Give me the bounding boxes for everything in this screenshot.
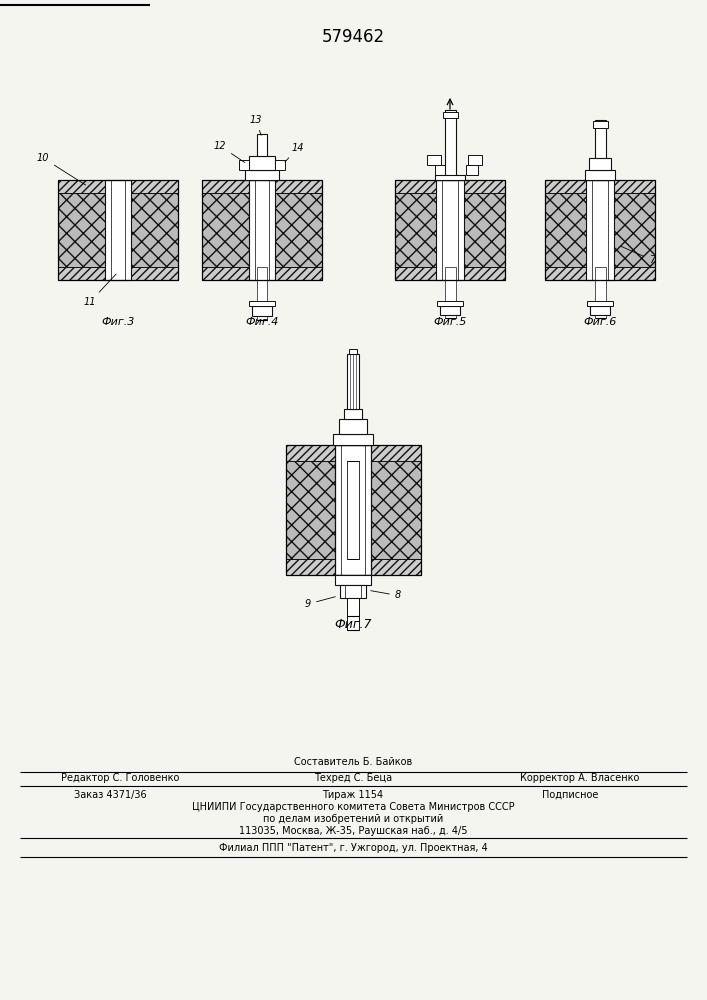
Bar [347, 575, 359, 630]
Bar [589, 158, 611, 170]
Bar [443, 112, 457, 118]
Text: 7: 7 [621, 246, 655, 265]
Bar [257, 267, 267, 320]
Bar [105, 180, 131, 280]
Bar [592, 121, 607, 128]
Bar [249, 301, 275, 306]
Text: 13: 13 [250, 115, 262, 135]
Bar [249, 180, 275, 280]
Text: 8: 8 [370, 590, 401, 600]
Text: Подписное: Подписное [542, 790, 598, 800]
Bar [347, 598, 359, 616]
Text: Фиг.7: Фиг.7 [334, 617, 372, 631]
Text: Техред С. Беца: Техред С. Беца [314, 773, 392, 783]
Text: Филиал ППП "Патент", г. Ужгород, ул. Проектная, 4: Филиал ППП "Патент", г. Ужгород, ул. Про… [218, 843, 487, 853]
Bar [249, 156, 275, 170]
Bar [252, 306, 272, 316]
Bar [245, 170, 279, 180]
Bar [58, 267, 178, 280]
Bar [545, 180, 655, 193]
Bar [286, 559, 421, 575]
Bar [202, 180, 322, 193]
Bar [58, 193, 178, 267]
Bar [347, 354, 359, 409]
Text: 14: 14 [285, 143, 304, 162]
Bar [333, 434, 373, 445]
Bar [545, 267, 655, 280]
Bar [445, 267, 455, 318]
Text: Редактор С. Головенко: Редактор С. Головенко [61, 773, 179, 783]
Bar [286, 461, 421, 559]
Bar [435, 175, 465, 180]
Bar [346, 461, 359, 559]
Bar [58, 180, 178, 193]
Bar [257, 134, 267, 156]
Bar [440, 306, 460, 315]
Text: Фиг.5: Фиг.5 [433, 317, 467, 327]
Bar [585, 170, 615, 180]
Bar [349, 349, 357, 354]
Bar [335, 445, 371, 575]
Text: 10: 10 [37, 153, 86, 185]
Bar [344, 409, 362, 419]
Bar [395, 267, 505, 280]
Text: Тираж 1154: Тираж 1154 [322, 790, 384, 800]
Text: Заказ 4371/36: Заказ 4371/36 [74, 790, 146, 800]
Text: 579462: 579462 [322, 28, 385, 46]
Text: по делам изобретений и открытий: по делам изобретений и открытий [263, 814, 443, 824]
Text: 113035, Москва, Ж-35, Раушская наб., д. 4/5: 113035, Москва, Ж-35, Раушская наб., д. … [239, 826, 467, 836]
Text: Составитель Б. Байков: Составитель Б. Байков [294, 757, 412, 767]
Bar [395, 180, 505, 193]
Bar [466, 165, 478, 175]
Text: 12: 12 [214, 141, 245, 162]
Bar [587, 301, 613, 306]
Bar [595, 120, 605, 180]
Bar [395, 193, 505, 267]
Bar [340, 585, 366, 598]
Bar [586, 180, 614, 280]
Bar [435, 165, 447, 175]
Bar [202, 193, 322, 267]
Text: 11: 11 [83, 274, 116, 307]
Bar [545, 193, 655, 267]
Bar [436, 180, 464, 280]
Bar [595, 267, 605, 318]
Bar [335, 575, 371, 585]
Bar [445, 110, 455, 180]
Text: Фиг.4: Фиг.4 [245, 317, 279, 327]
Text: Фиг.3: Фиг.3 [101, 317, 135, 327]
Bar [590, 306, 610, 315]
Bar [286, 445, 421, 461]
Bar [339, 419, 367, 434]
Bar [468, 155, 482, 165]
Bar [275, 160, 285, 170]
Text: Фиг.6: Фиг.6 [583, 317, 617, 327]
Text: Корректор А. Власенко: Корректор А. Власенко [520, 773, 640, 783]
Bar [202, 267, 322, 280]
Bar [239, 160, 249, 170]
Bar [427, 155, 441, 165]
Bar [437, 301, 463, 306]
Text: 9: 9 [305, 597, 335, 609]
Text: ЦНИИПИ Государственного комитета Совета Министров СССР: ЦНИИПИ Государственного комитета Совета … [192, 802, 514, 812]
